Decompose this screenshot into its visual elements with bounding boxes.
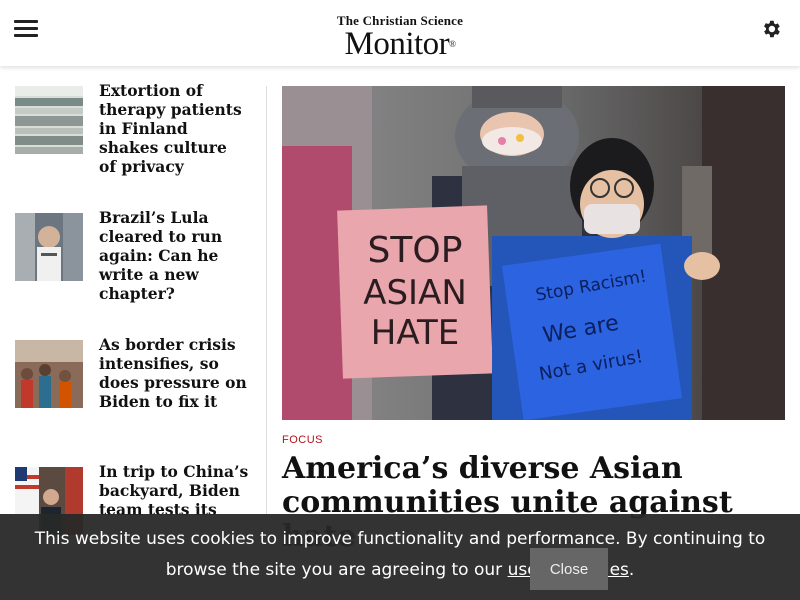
hamburger-menu-icon[interactable] <box>14 20 38 40</box>
site-header: The Christian Science Monitor® <box>0 0 800 66</box>
svg-text:ASIAN: ASIAN <box>363 273 467 313</box>
svg-text:STOP: STOP <box>368 230 463 271</box>
sidebar-story[interactable]: Extortion of therapy patients in Finland… <box>15 81 250 186</box>
story-headline-link[interactable]: Extortion of therapy patients in Finland… <box>99 81 242 176</box>
main-headline-link[interactable]: America’s diverse Asian communities unit… <box>282 451 733 554</box>
story-headline-link[interactable]: Brazil’s Lula cleared to run again: Can … <box>99 208 223 303</box>
svg-text:HATE: HATE <box>371 313 459 353</box>
cookie-message: This website uses cookies to improve fun… <box>34 529 766 580</box>
site-logo[interactable]: The Christian Science Monitor® <box>318 13 482 62</box>
story-headline-link[interactable]: As border crisis intensifies, so does pr… <box>99 335 247 411</box>
section-kicker[interactable]: FOCUS <box>282 434 323 446</box>
logo-top-text: The Christian Science <box>336 13 464 28</box>
story-thumbnail[interactable] <box>15 213 83 281</box>
cookie-banner: This website uses cookies to improve fun… <box>0 514 800 600</box>
sidebar-story[interactable]: Brazil’s Lula cleared to run again: Can … <box>15 208 250 313</box>
story-thumbnail[interactable] <box>15 340 83 408</box>
cookie-close-button[interactable]: Close <box>530 548 608 590</box>
story-headline-link[interactable]: In trip to China’s backyard, Biden team … <box>99 462 249 519</box>
sidebar-story[interactable]: As border crisis intensifies, so does pr… <box>15 335 250 440</box>
column-divider <box>266 86 267 600</box>
logo-main-text: Monitor® <box>344 26 456 62</box>
settings-gear-icon[interactable] <box>760 18 782 40</box>
story-thumbnail[interactable] <box>15 86 83 154</box>
hero-photo[interactable]: STOP ASIAN HATE Stop Racism! We are Not … <box>282 86 785 420</box>
